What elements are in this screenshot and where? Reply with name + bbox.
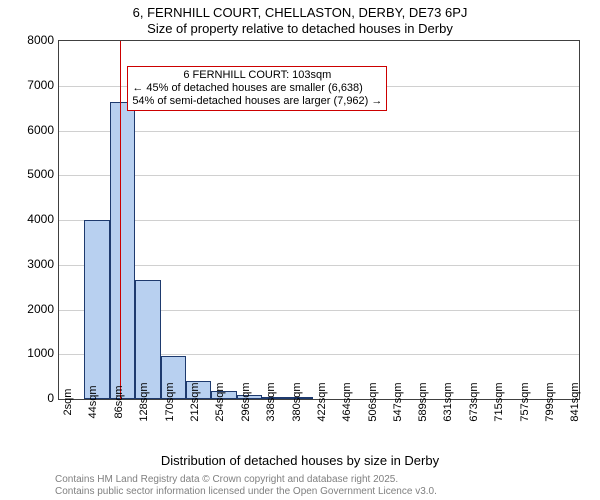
x-axis-label: Distribution of detached houses by size … — [0, 453, 600, 468]
y-tick-label: 7000 — [27, 78, 54, 92]
x-tick-label: 254sqm — [214, 382, 226, 421]
x-tick-label: 44sqm — [87, 385, 99, 418]
annotation-line2: ← 45% of detached houses are smaller (6,… — [132, 82, 382, 95]
grid-line — [59, 131, 579, 132]
y-tick-label: 0 — [47, 391, 54, 405]
x-tick-label: 380sqm — [291, 382, 303, 421]
chart-title-line1: 6, FERNHILL COURT, CHELLASTON, DERBY, DE… — [0, 5, 600, 20]
x-tick-label: 506sqm — [367, 382, 379, 421]
x-tick-label: 464sqm — [341, 382, 353, 421]
y-tick-label: 6000 — [27, 123, 54, 137]
x-tick-label: 296sqm — [240, 382, 252, 421]
x-tick-label: 715sqm — [493, 382, 505, 421]
histogram-bar — [84, 220, 109, 399]
histogram-bar — [135, 280, 160, 399]
footer-line2: Contains public sector information licen… — [55, 486, 437, 498]
annotation-line1: 6 FERNHILL COURT: 103sqm — [132, 69, 382, 82]
x-tick-label: 338sqm — [265, 382, 277, 421]
x-tick-label: 86sqm — [113, 385, 125, 418]
y-tick-label: 5000 — [27, 167, 54, 181]
footer-attribution: Contains HM Land Registry data © Crown c… — [55, 474, 437, 498]
chart-title-line2: Size of property relative to detached ho… — [0, 21, 600, 36]
plot-area: 6 FERNHILL COURT: 103sqm← 45% of detache… — [58, 40, 580, 400]
property-marker-line — [120, 41, 121, 399]
x-tick-label: 799sqm — [544, 382, 556, 421]
x-tick-label: 631sqm — [442, 382, 454, 421]
footer-line1: Contains HM Land Registry data © Crown c… — [55, 474, 437, 486]
chart-container: 6, FERNHILL COURT, CHELLASTON, DERBY, DE… — [0, 0, 600, 500]
annotation-line3: 54% of semi-detached houses are larger (… — [132, 95, 382, 108]
y-tick-label: 2000 — [27, 302, 54, 316]
x-tick-label: 2sqm — [62, 389, 74, 416]
grid-line — [59, 265, 579, 266]
grid-line — [59, 220, 579, 221]
y-tick-label: 3000 — [27, 257, 54, 271]
x-tick-label: 757sqm — [519, 382, 531, 421]
x-tick-label: 547sqm — [392, 382, 404, 421]
x-tick-label: 170sqm — [164, 382, 176, 421]
histogram-bar — [110, 102, 135, 399]
x-tick-label: 673sqm — [468, 382, 480, 421]
grid-line — [59, 175, 579, 176]
annotation-box: 6 FERNHILL COURT: 103sqm← 45% of detache… — [127, 66, 387, 112]
x-tick-label: 212sqm — [189, 382, 201, 421]
y-tick-label: 8000 — [27, 33, 54, 47]
x-tick-label: 841sqm — [569, 382, 581, 421]
y-tick-label: 4000 — [27, 212, 54, 226]
x-tick-label: 589sqm — [417, 382, 429, 421]
x-tick-label: 422sqm — [316, 382, 328, 421]
x-tick-label: 128sqm — [138, 382, 150, 421]
y-tick-label: 1000 — [27, 346, 54, 360]
